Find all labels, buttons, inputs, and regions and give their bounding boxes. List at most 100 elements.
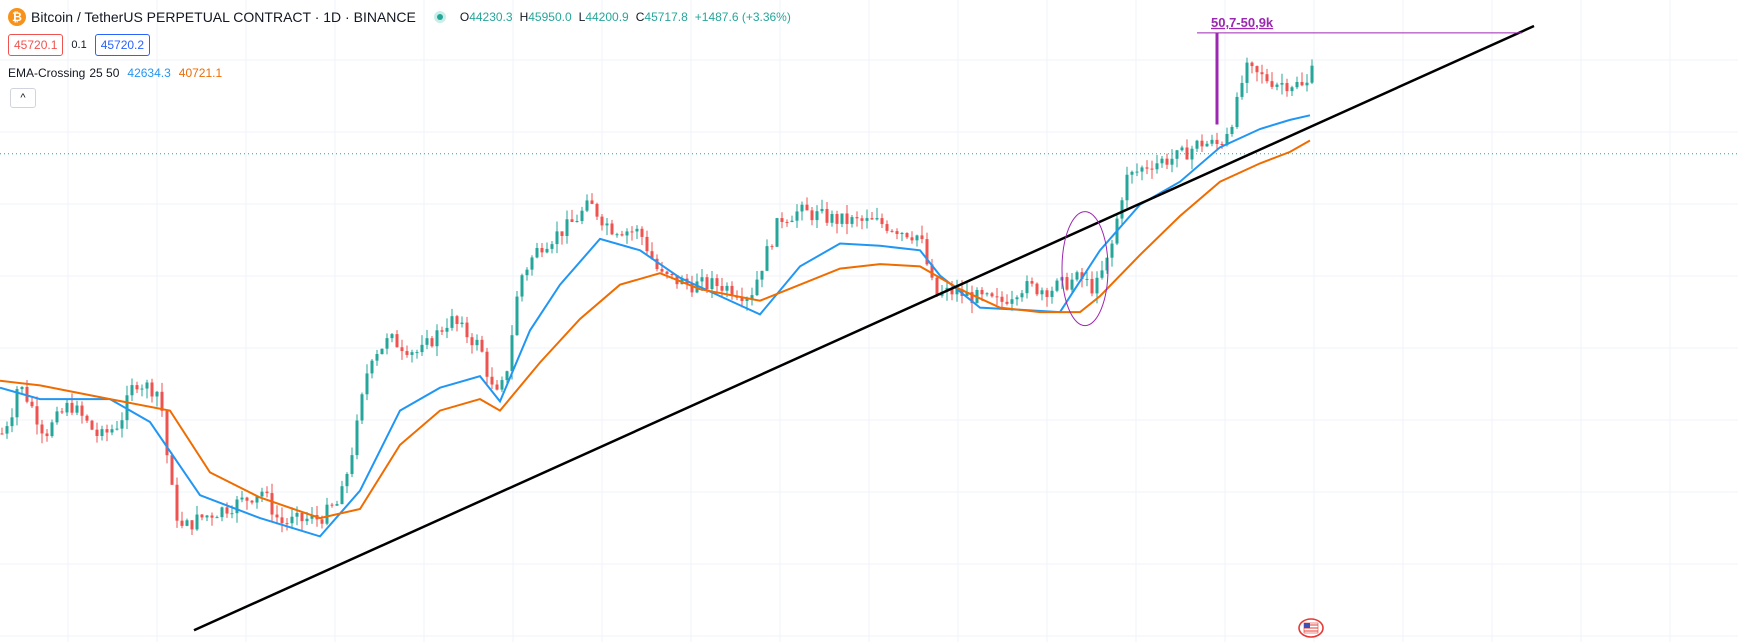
candle-body bbox=[1310, 65, 1314, 83]
candle-body bbox=[305, 518, 309, 522]
collapse-legend-button[interactable]: ^ bbox=[10, 88, 36, 108]
buy-button[interactable]: 45720.2 bbox=[94, 34, 151, 56]
candle-body bbox=[310, 515, 314, 519]
candle-body bbox=[985, 293, 989, 295]
candle-body bbox=[1245, 62, 1249, 83]
candle-body bbox=[920, 235, 924, 240]
candle-body bbox=[45, 433, 49, 437]
candle-body bbox=[460, 322, 464, 325]
candle-body bbox=[65, 402, 69, 413]
candle-body bbox=[525, 269, 529, 276]
candle-body bbox=[80, 405, 84, 416]
candle-body bbox=[55, 411, 59, 423]
candle-body bbox=[335, 504, 339, 506]
candle-body bbox=[255, 496, 259, 503]
candle-body bbox=[275, 514, 279, 518]
candle-body bbox=[1110, 243, 1114, 258]
candle-body bbox=[1225, 133, 1229, 146]
spread-value: 0.1 bbox=[71, 39, 87, 51]
candle-body bbox=[535, 247, 539, 258]
candle-body bbox=[955, 289, 959, 295]
candle-body bbox=[605, 223, 609, 226]
candle-body bbox=[700, 277, 704, 282]
candle-body bbox=[575, 220, 579, 222]
candle-body bbox=[540, 247, 544, 253]
candle-body bbox=[280, 517, 284, 524]
candle-body bbox=[440, 330, 444, 332]
candle-body bbox=[560, 231, 564, 236]
candle-body bbox=[755, 279, 759, 296]
candle-body bbox=[110, 429, 114, 433]
candle-body bbox=[1270, 81, 1274, 87]
sell-button[interactable]: 45720.1 bbox=[8, 34, 64, 56]
candle-body bbox=[485, 351, 489, 377]
candle-body bbox=[1085, 278, 1089, 280]
candle-body bbox=[340, 486, 344, 505]
candle-body bbox=[200, 514, 204, 518]
candle-body bbox=[405, 351, 409, 355]
candle-body bbox=[100, 429, 104, 436]
candle-body bbox=[915, 235, 919, 241]
candle-body bbox=[160, 391, 164, 411]
candle-body bbox=[475, 339, 479, 346]
candle-body bbox=[1075, 272, 1079, 280]
candle-body bbox=[400, 347, 404, 352]
candle-body bbox=[495, 384, 499, 390]
indicator-params: 25 50 bbox=[89, 66, 120, 80]
candle-body bbox=[715, 278, 719, 287]
indicator-legend[interactable]: EMA-Crossing 25 50 42634.3 40721.1 bbox=[8, 66, 222, 80]
candle-body bbox=[1280, 83, 1284, 85]
candle-body bbox=[1175, 150, 1179, 159]
candle-body bbox=[1105, 257, 1109, 271]
candle-body bbox=[365, 373, 369, 395]
candle-body bbox=[1285, 83, 1289, 92]
candle-body bbox=[905, 232, 909, 238]
trendline bbox=[193, 24, 1535, 632]
candle-body bbox=[855, 217, 859, 219]
candle-body bbox=[1080, 272, 1084, 280]
candle-body bbox=[320, 519, 324, 524]
candle-body bbox=[1070, 279, 1074, 290]
candle-body bbox=[670, 273, 674, 276]
candle-body bbox=[10, 417, 14, 427]
candle-body bbox=[970, 292, 974, 304]
candle-body bbox=[980, 289, 984, 295]
candle-body bbox=[880, 218, 884, 225]
candle-body bbox=[650, 251, 654, 259]
candle-body bbox=[660, 269, 664, 272]
candle-body bbox=[510, 335, 514, 372]
symbol-title[interactable]: Bitcoin / TetherUS PERPETUAL CONTRACT · … bbox=[31, 9, 416, 25]
candle-body bbox=[840, 213, 844, 224]
candle-body bbox=[140, 388, 144, 390]
candle-body bbox=[910, 237, 914, 241]
candle-body bbox=[590, 200, 594, 204]
candle-body bbox=[450, 316, 454, 328]
candle-body bbox=[1000, 296, 1004, 302]
ohlc-open: O44230.3 bbox=[459, 10, 513, 24]
candle-body bbox=[260, 491, 264, 497]
candle-body bbox=[30, 401, 34, 407]
candle-body bbox=[1120, 200, 1124, 219]
candle-body bbox=[780, 218, 784, 222]
candle-body bbox=[800, 204, 804, 212]
candle-body bbox=[515, 296, 519, 336]
candle-body bbox=[835, 213, 839, 224]
candle-body bbox=[435, 330, 439, 347]
candle-body bbox=[235, 499, 239, 514]
candle-body bbox=[300, 512, 304, 522]
candle-body bbox=[395, 334, 399, 348]
candle-body bbox=[1215, 139, 1219, 145]
candle-body bbox=[770, 246, 774, 248]
candle-body bbox=[705, 277, 709, 290]
indicator-name[interactable]: EMA-Crossing bbox=[8, 66, 86, 80]
candle-body bbox=[1130, 171, 1134, 175]
candle-body bbox=[785, 221, 789, 223]
candle-body bbox=[545, 248, 549, 253]
bitcoin-icon[interactable]: ₿ bbox=[8, 8, 26, 26]
candle-body bbox=[85, 415, 89, 421]
candle-body bbox=[935, 277, 939, 296]
flag-icon[interactable] bbox=[1298, 618, 1324, 638]
candle-body bbox=[180, 520, 184, 526]
candle-body bbox=[740, 297, 744, 302]
